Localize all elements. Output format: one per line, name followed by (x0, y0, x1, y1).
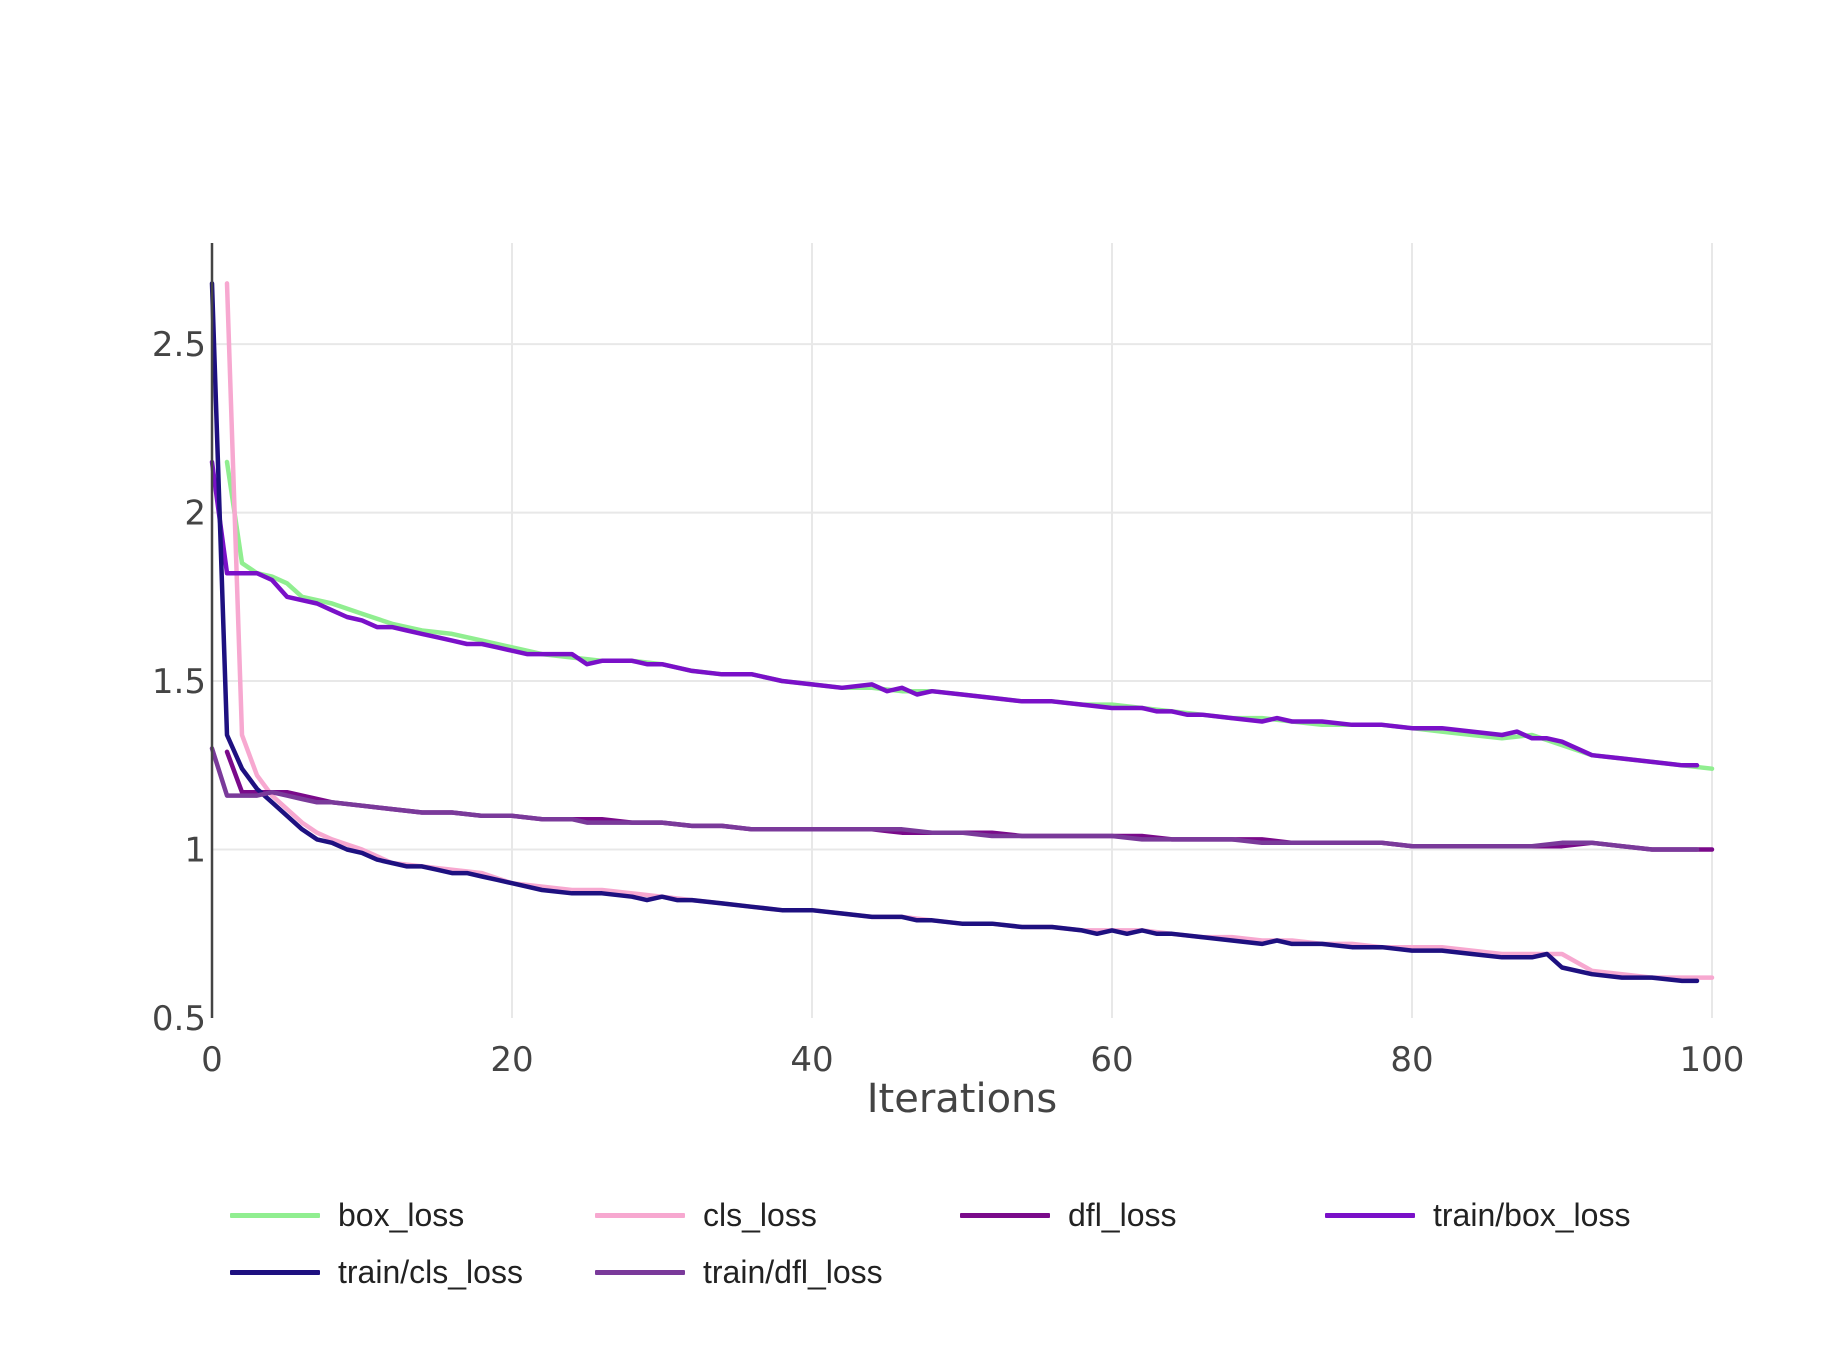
legend-swatch (230, 1212, 320, 1218)
legend-label: dfl_loss (1068, 1196, 1177, 1233)
legend-swatch (595, 1212, 685, 1218)
legend-swatch (1325, 1212, 1415, 1218)
series-line-box-loss (224, 459, 1715, 771)
x-tick-label: 100 (1680, 1040, 1745, 1080)
y-tick-label: 1 (184, 831, 206, 871)
series-line-train-dfl-loss (209, 746, 1700, 852)
legend-label: train/cls_loss (338, 1253, 523, 1290)
y-tick-label: 1.5 (152, 662, 206, 702)
legend-label: cls_loss (703, 1196, 817, 1233)
legend-label: train/dfl_loss (703, 1253, 883, 1290)
legend-label: box_loss (338, 1196, 465, 1233)
legend-item-train-dfl-loss[interactable]: train/dfl_loss (595, 1252, 883, 1292)
y-tick-label: 2.5 (152, 325, 206, 365)
series-line-train-cls-loss (209, 281, 1700, 984)
series-line-train-box-loss (209, 459, 1700, 768)
grid-layer (212, 243, 1713, 1018)
axis-layer: 0 20 40 60 80 100 0.5 1 1.5 2 2.5 (152, 243, 1745, 1080)
legend-item-cls-loss[interactable]: cls_loss (595, 1195, 817, 1235)
x-tick-label: 20 (490, 1040, 533, 1080)
y-tick-label: 0.5 (152, 999, 206, 1039)
x-axis-title: Iterations (867, 1076, 1058, 1122)
legend-swatch (230, 1269, 320, 1275)
legend-swatch (595, 1269, 685, 1275)
legend-item-train-box-loss[interactable]: train/box_loss (1325, 1195, 1630, 1235)
x-tick-label: 60 (1090, 1040, 1133, 1080)
legend-item-dfl-loss[interactable]: dfl_loss (960, 1195, 1177, 1235)
legend-item-train-cls-loss[interactable]: train/cls_loss (230, 1252, 523, 1292)
x-tick-label: 40 (790, 1040, 833, 1080)
legend-swatch (960, 1212, 1050, 1218)
y-tick-label: 2 (184, 494, 206, 534)
series-layer (209, 281, 1715, 984)
x-tick-label: 0 (201, 1040, 223, 1080)
legend-item-box-loss[interactable]: box_loss (230, 1195, 464, 1235)
legend-label: train/box_loss (1433, 1196, 1631, 1233)
x-tick-label: 80 (1390, 1040, 1433, 1080)
